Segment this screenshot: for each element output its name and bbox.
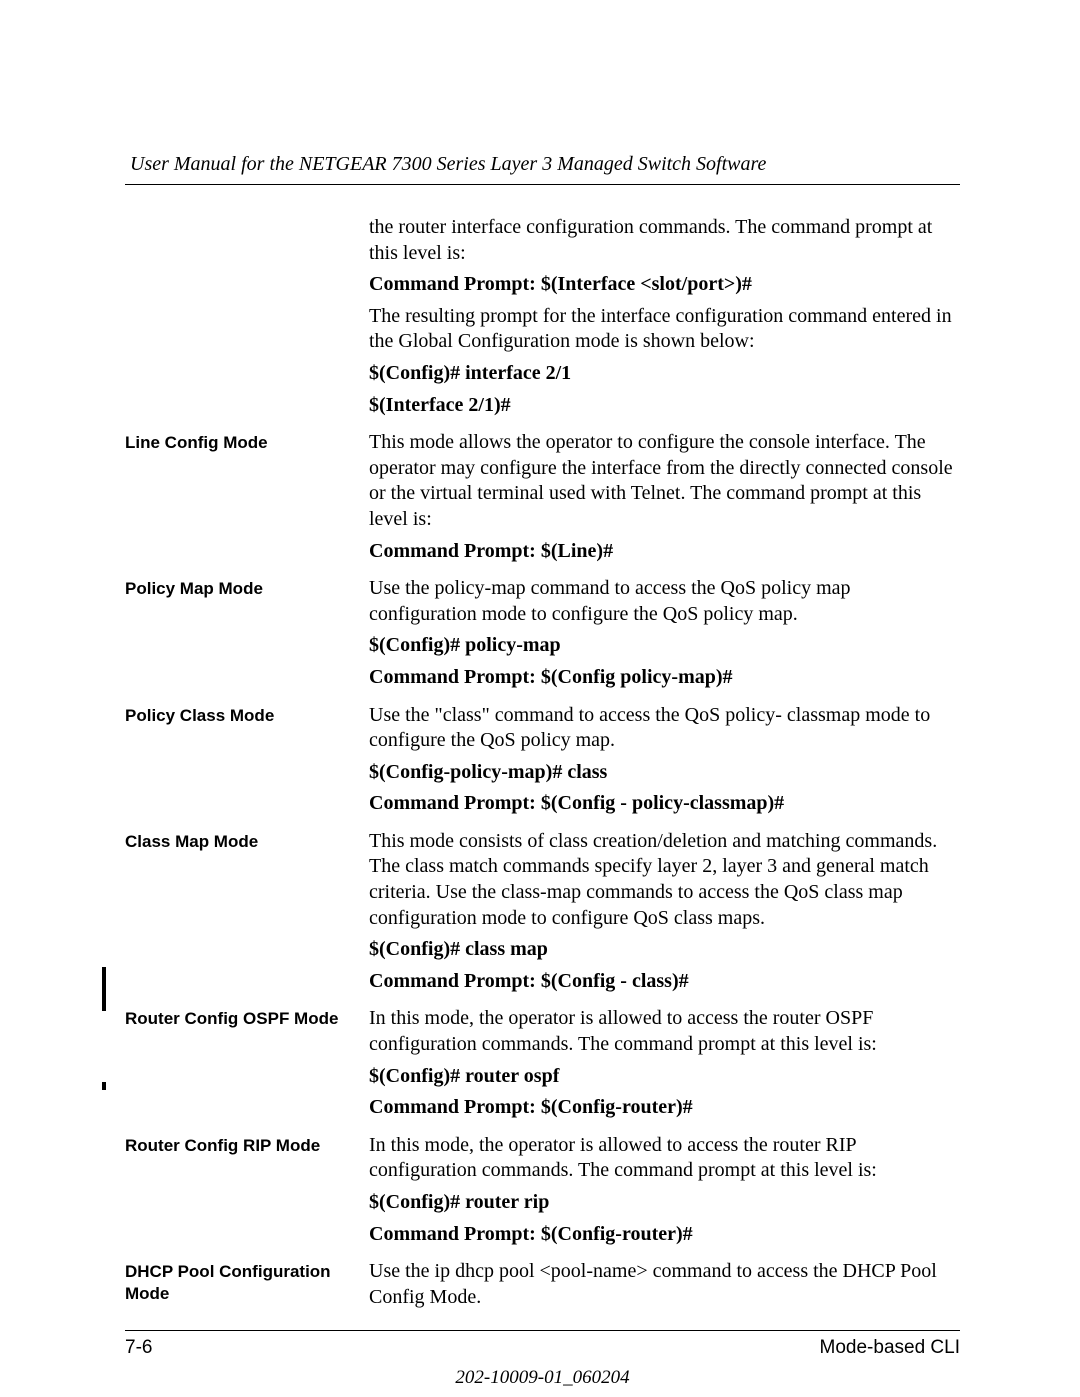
mode-row: Policy Map ModeUse the policy-map comman… <box>125 576 960 696</box>
mode-row: Policy Class ModeUse the "class" command… <box>125 703 960 823</box>
command-text: Command Prompt: $(Config policy-map)# <box>369 665 960 691</box>
mode-row: Router Config RIP ModeIn this mode, the … <box>125 1133 960 1253</box>
command-text: Command Prompt: $(Line)# <box>369 539 960 565</box>
command-text: Command Prompt: $(Config - class)# <box>369 969 960 995</box>
mode-label: Policy Class Mode <box>125 703 369 727</box>
command-text: $(Config)# policy-map <box>369 633 960 659</box>
mode-description: Use the policy-map command to access the… <box>369 576 960 696</box>
doc-number: 202-10009-01_060204 <box>125 1367 960 1389</box>
command-text: Command Prompt: $(Config - policy-classm… <box>369 791 960 817</box>
body-text: In this mode, the operator is allowed to… <box>369 1006 960 1057</box>
change-bar <box>102 1082 106 1090</box>
mode-label: DHCP Pool Configuration Mode <box>125 1259 369 1305</box>
change-bar <box>102 967 106 1011</box>
command-text: $(Config)# class map <box>369 937 960 963</box>
mode-description: This mode consists of class creation/del… <box>369 829 960 1001</box>
body-content: the router interface configuration comma… <box>125 215 960 1316</box>
body-text: This mode consists of class creation/del… <box>369 829 960 931</box>
page-footer: 7-6 Mode-based CLI <box>125 1330 960 1359</box>
mode-row: Router Config OSPF ModeIn this mode, the… <box>125 1006 960 1126</box>
command-text: $(Config)# interface 2/1 <box>369 361 960 387</box>
page: User Manual for the NETGEAR 7300 Series … <box>0 0 1080 1397</box>
body-text: Use the "class" command to access the Qo… <box>369 703 960 754</box>
command-prompt: Command Prompt: $(Interface <slot/port>)… <box>369 272 960 298</box>
command-text: $(Config)# router ospf <box>369 1064 960 1090</box>
mode-label: Router Config OSPF Mode <box>125 1006 369 1030</box>
command-text: $(Config)# router rip <box>369 1190 960 1216</box>
body-text: In this mode, the operator is allowed to… <box>369 1133 960 1184</box>
mode-label: Class Map Mode <box>125 829 369 853</box>
body-text: the router interface configuration comma… <box>369 215 960 266</box>
body-text: This mode allows the operator to configu… <box>369 430 960 532</box>
command-text: $(Config-policy-map)# class <box>369 760 960 786</box>
command-text: Command Prompt: $(Config-router)# <box>369 1222 960 1248</box>
mode-description: Use the "class" command to access the Qo… <box>369 703 960 823</box>
body-text: The resulting prompt for the interface c… <box>369 304 960 355</box>
command-text: Command Prompt: $(Config-router)# <box>369 1095 960 1121</box>
page-number: 7-6 <box>125 1337 152 1359</box>
mode-label: Policy Map Mode <box>125 576 369 600</box>
mode-description: In this mode, the operator is allowed to… <box>369 1006 960 1126</box>
running-header: User Manual for the NETGEAR 7300 Series … <box>125 153 960 185</box>
mode-row: Class Map ModeThis mode consists of clas… <box>125 829 960 1001</box>
mode-label: Router Config RIP Mode <box>125 1133 369 1157</box>
mode-label <box>125 215 369 217</box>
mode-label: Line Config Mode <box>125 430 369 454</box>
mode-row: Line Config ModeThis mode allows the ope… <box>125 430 960 570</box>
section-title: Mode-based CLI <box>820 1337 960 1359</box>
mode-description: This mode allows the operator to configu… <box>369 430 960 570</box>
mode-row: DHCP Pool Configuration ModeUse the ip d… <box>125 1259 960 1316</box>
body-text: Use the policy-map command to access the… <box>369 576 960 627</box>
mode-description: In this mode, the operator is allowed to… <box>369 1133 960 1253</box>
body-text: Use the ip dhcp pool <pool-name> command… <box>369 1259 960 1310</box>
mode-description: Use the ip dhcp pool <pool-name> command… <box>369 1259 960 1316</box>
command-text: $(Interface 2/1)# <box>369 393 960 419</box>
